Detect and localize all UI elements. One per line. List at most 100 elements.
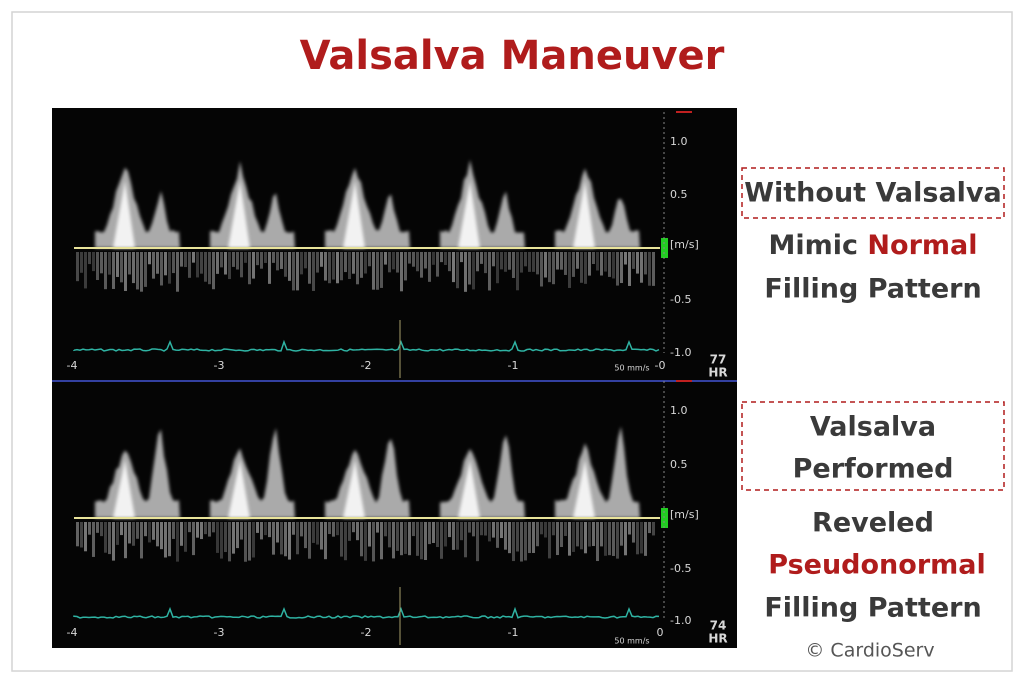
y-axis-label: [m/s] (670, 508, 699, 521)
doppler-noise (352, 252, 355, 274)
doppler-noise (156, 522, 159, 547)
doppler-noise (392, 522, 395, 559)
doppler-noise (604, 252, 607, 272)
doppler-noise (572, 252, 575, 277)
doppler-noise (548, 252, 551, 283)
caption: Mimic Normal (768, 230, 977, 261)
doppler-noise (584, 252, 587, 284)
doppler-noise (304, 522, 307, 549)
doppler-noise (616, 522, 619, 559)
doppler-noise (516, 522, 519, 552)
doppler-noise (592, 252, 595, 265)
doppler-noise (112, 522, 115, 561)
doppler-noise (268, 522, 271, 538)
caption: Filling Pattern (764, 593, 981, 624)
doppler-core (458, 180, 480, 248)
doppler-noise (368, 522, 371, 547)
doppler-noise (144, 252, 147, 287)
x-axis-label: -1 (508, 359, 519, 372)
copyright: © CardioServ (805, 640, 934, 662)
doppler-noise (128, 522, 131, 544)
doppler-core (573, 180, 595, 248)
doppler-noise (340, 252, 343, 281)
doppler-noise (652, 522, 655, 536)
doppler-noise (488, 252, 491, 291)
doppler-noise (328, 522, 331, 535)
doppler-core (113, 180, 135, 248)
doppler-noise (252, 522, 255, 558)
doppler-noise (192, 522, 195, 556)
doppler-noise (528, 252, 531, 272)
y-axis-label: -0.5 (670, 293, 691, 306)
doppler-noise (192, 252, 195, 263)
doppler-noise (308, 252, 311, 284)
doppler-core (458, 459, 480, 518)
doppler-noise (632, 522, 635, 543)
doppler-noise (360, 252, 363, 278)
doppler-noise (628, 252, 631, 286)
doppler-noise (652, 252, 655, 286)
doppler-noise (620, 252, 623, 284)
doppler-noise (480, 522, 483, 536)
doppler-noise (276, 252, 279, 271)
doppler-noise (256, 522, 259, 533)
doppler-noise (84, 522, 87, 552)
y-axis-label: [m/s] (670, 238, 699, 251)
doppler-noise (612, 252, 615, 279)
x-axis-label: -2 (361, 359, 372, 372)
x-axis-label: -0 (655, 359, 666, 372)
doppler-noise (224, 522, 227, 553)
doppler-noise (276, 522, 279, 543)
doppler-noise (264, 252, 267, 263)
y-axis-label: -0.5 (670, 562, 691, 575)
doppler-noise (636, 252, 639, 274)
doppler-noise (408, 252, 411, 264)
doppler-noise (108, 252, 111, 275)
doppler-noise (612, 522, 615, 556)
doppler-noise (88, 522, 91, 535)
doppler-noise (236, 522, 239, 549)
doppler-noise (540, 252, 543, 287)
doppler-noise (420, 252, 423, 278)
doppler-noise (472, 522, 475, 537)
doppler-noise (232, 522, 235, 554)
doppler-noise (200, 522, 203, 540)
doppler-noise (336, 252, 339, 284)
title: Valsalva Maneuver (300, 33, 725, 79)
doppler-noise (380, 522, 383, 560)
doppler-noise (216, 252, 219, 274)
doppler-noise (524, 522, 527, 561)
doppler-noise (136, 252, 139, 290)
doppler-noise (316, 522, 319, 545)
doppler-noise (140, 522, 143, 559)
doppler-noise (568, 522, 571, 556)
doppler-core (228, 180, 250, 248)
doppler-noise (404, 252, 407, 281)
doppler-noise (84, 252, 87, 289)
doppler-noise (368, 252, 371, 267)
doppler-noise (160, 522, 163, 550)
doppler-noise (600, 522, 603, 547)
doppler-noise (564, 252, 567, 275)
doppler-noise (536, 522, 539, 547)
doppler-noise (228, 252, 231, 280)
y-axis-label: 1.0 (670, 404, 688, 417)
doppler-noise (424, 522, 427, 561)
ecg-trace (73, 606, 660, 619)
doppler-noise (152, 522, 155, 540)
doppler-noise (372, 522, 375, 562)
doppler-noise (208, 522, 211, 537)
doppler-noise (476, 522, 479, 562)
doppler-noise (196, 252, 199, 278)
doppler-noise (352, 522, 355, 533)
doppler-noise (344, 522, 347, 561)
doppler-core (573, 459, 595, 518)
doppler-noise (148, 252, 151, 265)
doppler-noise (196, 522, 199, 538)
doppler-noise (344, 252, 347, 273)
doppler-noise (440, 252, 443, 263)
doppler-noise (172, 522, 175, 539)
doppler-noise (116, 252, 119, 277)
